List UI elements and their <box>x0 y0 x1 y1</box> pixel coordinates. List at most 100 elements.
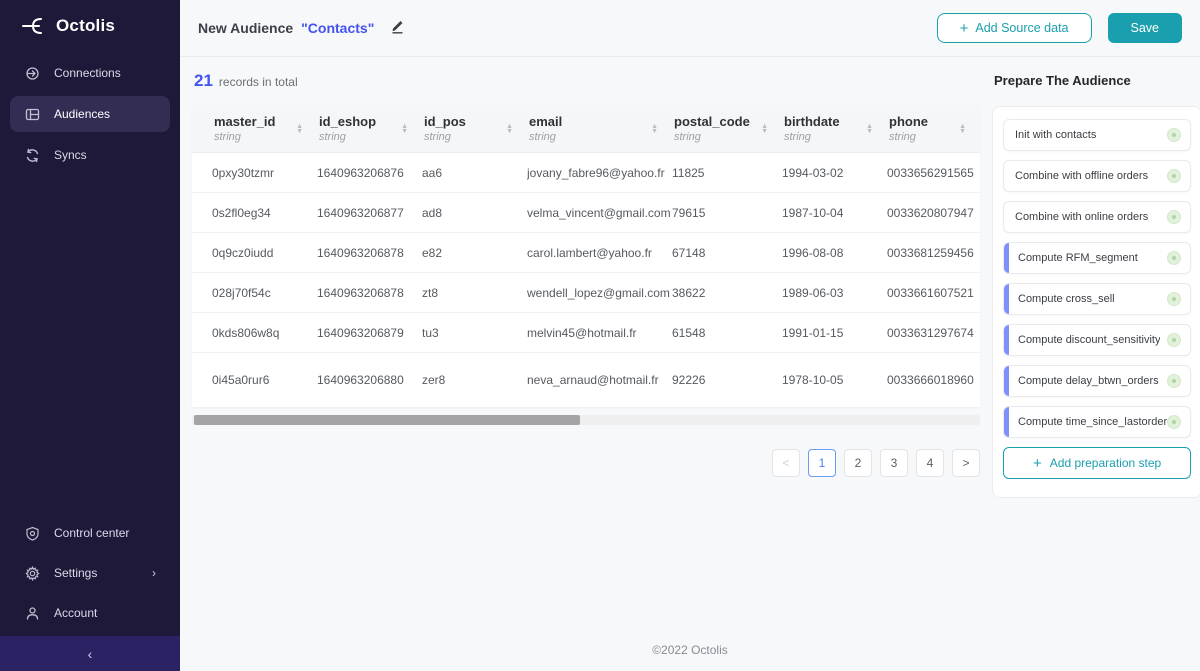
page-title: New Audience "Contacts" <box>198 19 405 37</box>
sort-icon[interactable]: ▲ ▼ <box>401 123 408 135</box>
table-row[interactable]: 028j70f54c 1640963206878 zt8 wendell_lopez@… <box>192 273 980 313</box>
sidebar-item-label: Connections <box>54 66 121 80</box>
step-status-icon[interactable] <box>1167 374 1182 388</box>
prev-page-button[interactable]: < <box>772 449 800 477</box>
table-cell-master_id: 0kds806w8q <box>212 325 280 340</box>
sort-icon[interactable]: ▲ ▼ <box>959 122 966 135</box>
table-row[interactable]: 0i45a0rur6 1640963206880 zer8 neva_arnaud@h… <box>192 353 980 407</box>
preparation-step[interactable]: Compute cross_sell <box>1003 283 1192 315</box>
table-cell-master_id: 0i45a0rur6 <box>212 373 270 387</box>
table-row[interactable]: 0pxy30tzmr 1640963206876 aa6 jovany_fabre96… <box>192 153 980 193</box>
audience-data-section: 21 records in total master_id string ▲ ▼ id_… <box>192 57 980 633</box>
sort-icon[interactable]: ▲ ▼ <box>866 123 873 135</box>
table-body: 0pxy30tzmr 1640963206876 aa6 jovany_fabre96… <box>192 153 980 407</box>
table-row[interactable]: 0s2fl0eg34 1640963206877 ad8 velma_vincent@… <box>192 193 980 233</box>
sidebar-item-label: Account <box>54 606 98 620</box>
sidebar-item-audiences[interactable]: Audiences <box>10 96 170 132</box>
sidebar: Octolis Connections Audiences Syncs Contro… <box>0 0 180 671</box>
person-icon <box>24 605 40 621</box>
column-name: phone <box>889 114 928 129</box>
column-name: postal_code <box>674 114 750 129</box>
table-cell-email: neva_arnaud@hotmail.fr <box>527 373 659 387</box>
column-type: string <box>674 131 701 143</box>
page-button-1[interactable]: 1 <box>808 449 836 477</box>
page-button-3[interactable]: 3 <box>880 449 908 477</box>
table-cell-phone: 0033681259456 <box>887 245 974 260</box>
preparation-step[interactable]: Compute RFM_segment <box>1003 242 1192 274</box>
column-type: string <box>889 131 916 143</box>
sidebar-item-control-center[interactable]: Control center <box>0 514 180 552</box>
step-status-icon[interactable] <box>1167 169 1182 183</box>
preparation-step-label: Compute cross_sell <box>1018 293 1115 305</box>
horizontal-scrollbar-thumb[interactable] <box>194 415 581 425</box>
sort-icon[interactable]: ▲ ▼ <box>761 123 768 135</box>
sidebar-item-account[interactable]: Account <box>0 594 180 632</box>
table-row[interactable]: 0q9cz0iudd 1640963206878 e82 carol.lambert@… <box>192 233 980 273</box>
sort-icon[interactable]: ▲ ▼ <box>296 123 303 135</box>
table-row[interactable]: 0kds806w8q 1640963206879 tu3 melvin45@hotma… <box>192 313 980 353</box>
preparation-step-label: Combine with online orders <box>1015 211 1149 223</box>
connections-icon <box>24 65 40 81</box>
sidebar-item-label: Syncs <box>54 148 87 162</box>
add-preparation-step-button[interactable]: + Add preparation step <box>1003 447 1192 479</box>
table-cell-phone: 0033661607521 <box>887 285 974 300</box>
sort-icon[interactable]: ▲ ▼ <box>651 123 658 135</box>
audience-title-prefix: New Audience <box>198 20 294 36</box>
preparation-step[interactable]: Compute delay_btwn_orders <box>1003 365 1192 397</box>
sidebar-item-settings[interactable]: Settings › <box>0 554 180 592</box>
sort-icon[interactable]: ▲ ▼ <box>506 123 513 135</box>
table-cell-id_pos: ad8 <box>422 205 443 220</box>
preparation-step-label: Compute discount_sensitivity <box>1018 334 1161 346</box>
step-status-icon[interactable] <box>1167 415 1182 429</box>
panel-title: Prepare The Audience <box>994 73 1131 88</box>
step-status-icon[interactable] <box>1167 333 1182 347</box>
column-header-text: master_id string <box>214 114 275 143</box>
step-status-icon[interactable] <box>1167 251 1182 265</box>
step-status-icon[interactable] <box>1167 292 1182 306</box>
table-cell-id_pos: aa6 <box>422 165 443 180</box>
main-area: New Audience "Contacts" + Add Source dat… <box>180 0 1200 671</box>
save-button[interactable]: Save <box>1107 13 1182 43</box>
audiences-icon <box>24 106 40 122</box>
table-cell-master_id: 0q9cz0iudd <box>212 245 274 260</box>
column-name: master_id <box>214 114 276 129</box>
prepare-audience-section: Prepare The Audience Init with contacts C… <box>980 57 1200 633</box>
preparation-step[interactable]: Combine with offline orders <box>1003 160 1192 192</box>
edit-audience-name-button[interactable] <box>390 19 405 37</box>
table-cell-email: jovany_fabre96@yahoo.fr <box>527 165 665 180</box>
step-status-icon[interactable] <box>1167 128 1182 142</box>
table-cell-id_eshop: 1640963206878 <box>317 285 404 300</box>
table-cell-id_eshop: 1640963206880 <box>317 373 404 387</box>
table-cell-birthdate: 1978-10-05 <box>782 373 844 387</box>
sidebar-item-syncs[interactable]: Syncs <box>0 136 180 174</box>
preparation-steps-panel: Init with contacts Combine with offline o… <box>992 106 1200 498</box>
topbar: New Audience "Contacts" + Add Source dat… <box>180 0 1200 57</box>
sidebar-item-connections[interactable]: Connections <box>0 54 180 92</box>
sort-asc-icon: ▲ <box>959 122 966 130</box>
sort-desc-icon: ▼ <box>651 127 658 135</box>
table-cell-postal_code: 61548 <box>672 325 706 340</box>
column-type: string <box>319 131 346 143</box>
horizontal-scrollbar-track[interactable] <box>192 415 980 425</box>
table-cell-postal_code: 92226 <box>672 373 706 387</box>
syncs-icon <box>24 147 40 163</box>
records-label: records in total <box>218 75 298 89</box>
preparation-step[interactable]: Init with contacts <box>1003 119 1192 151</box>
sidebar-nav: Connections Audiences Syncs <box>0 54 180 174</box>
page-button-4[interactable]: 4 <box>916 449 944 477</box>
column-header-master_id: master_id string ▲ ▼ <box>212 105 317 152</box>
records-count: 21 <box>194 71 213 90</box>
preparation-step[interactable]: Compute discount_sensitivity <box>1003 324 1192 356</box>
preparation-step[interactable]: Combine with online orders <box>1003 201 1192 233</box>
next-page-button[interactable]: > <box>952 449 980 477</box>
page-button-2[interactable]: 2 <box>844 449 872 477</box>
sidebar-collapse-button[interactable]: ‹ <box>0 636 180 671</box>
pencil-icon <box>390 19 405 37</box>
add-source-data-button[interactable]: + Add Source data <box>936 13 1092 43</box>
preparation-step[interactable]: Compute time_since_lastorder <box>1003 406 1192 438</box>
table-cell-phone: 0033666018960 <box>887 373 974 387</box>
step-status-icon[interactable] <box>1167 210 1182 224</box>
